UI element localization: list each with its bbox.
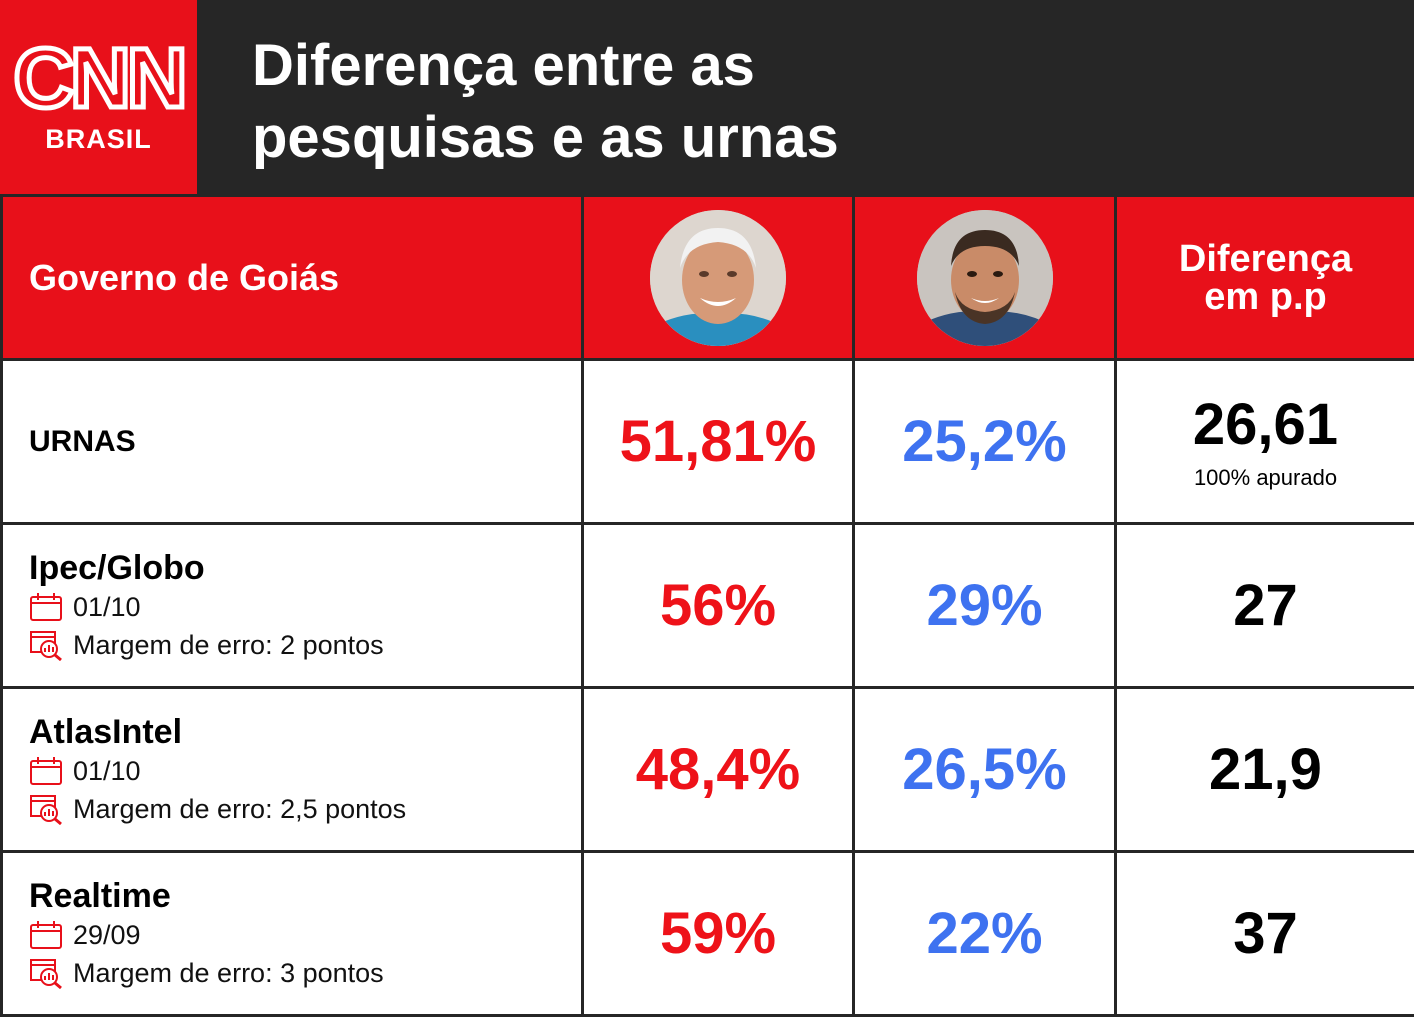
source-name: AtlasIntel — [29, 712, 183, 751]
source-cell: URNAS — [0, 358, 584, 525]
difference-value: 37 — [1233, 900, 1298, 966]
calendar-icon — [30, 592, 62, 621]
source-cell: AtlasIntel 01/10 — [0, 686, 584, 853]
header: CNN BRASIL Diferença entre as pesquisas … — [0, 0, 1414, 196]
candidate-2-value: 29% — [852, 522, 1117, 689]
margin-of-error: Margem de erro: 2,5 pontos — [73, 793, 407, 824]
candidate-1-value: 51,81% — [581, 358, 855, 525]
candidate-1-value: 56% — [581, 522, 855, 689]
candidate-2-value: 26,5% — [852, 686, 1117, 853]
chart-magnifier-icon — [30, 794, 62, 825]
source-name: Realtime — [29, 876, 171, 915]
cnn-brasil-logo: CNN BRASIL — [0, 0, 197, 196]
candidate-2-value: 22% — [852, 850, 1117, 1017]
table-header-row: Governo de Goiás — [0, 194, 1414, 361]
calendar-icon — [30, 920, 62, 949]
date-line: 01/10 — [29, 588, 581, 626]
difference-header-line-2: em p.p — [1204, 275, 1327, 318]
candidate-1-portrait-icon — [650, 209, 786, 346]
margin-of-error: Margem de erro: 2 pontos — [73, 629, 384, 660]
poll-date: 01/10 — [73, 591, 141, 622]
poll-date: 29/09 — [73, 919, 141, 950]
date-line: 01/10 — [29, 752, 581, 790]
candidate-1-header — [581, 194, 855, 361]
source-name: URNAS — [29, 424, 136, 458]
poll-date: 01/10 — [73, 755, 141, 786]
table-row: Realtime 29/09 — [0, 850, 1414, 1017]
chart-magnifier-icon — [30, 630, 62, 661]
date-line: 29/09 — [29, 916, 581, 954]
page-title: Diferença entre as pesquisas e as urnas — [252, 30, 1352, 174]
results-table: Governo de Goiás — [0, 194, 1414, 1017]
difference-cell: 21,9 — [1114, 686, 1414, 853]
candidate-2-value: 25,2% — [852, 358, 1117, 525]
candidate-2-portrait-icon — [916, 209, 1053, 346]
candidate-photo-1 — [650, 209, 786, 346]
title-line-2: pesquisas e as urnas — [252, 105, 839, 170]
table-row: URNAS 51,81% 25,2% 26,61 100% apurado — [0, 358, 1414, 525]
table-row: Ipec/Globo 01/10 — [0, 522, 1414, 689]
source-cell: Realtime 29/09 — [0, 850, 584, 1017]
difference-note: 100% apurado — [1193, 464, 1338, 490]
table-row: AtlasIntel 01/10 — [0, 686, 1414, 853]
candidate-2-header — [852, 194, 1117, 361]
region-label: Governo de Goiás — [0, 194, 584, 361]
difference-cell: 27 — [1114, 522, 1414, 689]
candidate-1-value: 48,4% — [581, 686, 855, 853]
chart-magnifier-icon — [30, 958, 62, 989]
difference-cell: 37 — [1114, 850, 1414, 1017]
logo-cnn-text: CNN — [11, 31, 190, 125]
difference-value: 27 — [1233, 572, 1298, 638]
title-line-1: Diferença entre as — [252, 33, 755, 98]
difference-header: Diferença em p.p — [1114, 194, 1414, 361]
difference-value: 26,61 — [1192, 391, 1339, 457]
difference-cell: 26,61 100% apurado — [1114, 358, 1414, 525]
margin-line: Margem de erro: 2 pontos — [29, 626, 581, 664]
candidate-1-value: 59% — [581, 850, 855, 1017]
margin-line: Margem de erro: 3 pontos — [29, 954, 581, 992]
source-name: Ipec/Globo — [29, 548, 205, 587]
margin-line: Margem de erro: 2,5 pontos — [29, 790, 581, 828]
margin-of-error: Margem de erro: 3 pontos — [73, 957, 384, 988]
difference-header-line-1: Diferença — [1178, 237, 1353, 280]
candidate-photo-2 — [916, 209, 1053, 346]
source-cell: Ipec/Globo 01/10 — [0, 522, 584, 689]
difference-value: 21,9 — [1209, 736, 1322, 802]
calendar-icon — [30, 756, 62, 785]
logo-brasil-text: BRASIL — [45, 124, 152, 154]
